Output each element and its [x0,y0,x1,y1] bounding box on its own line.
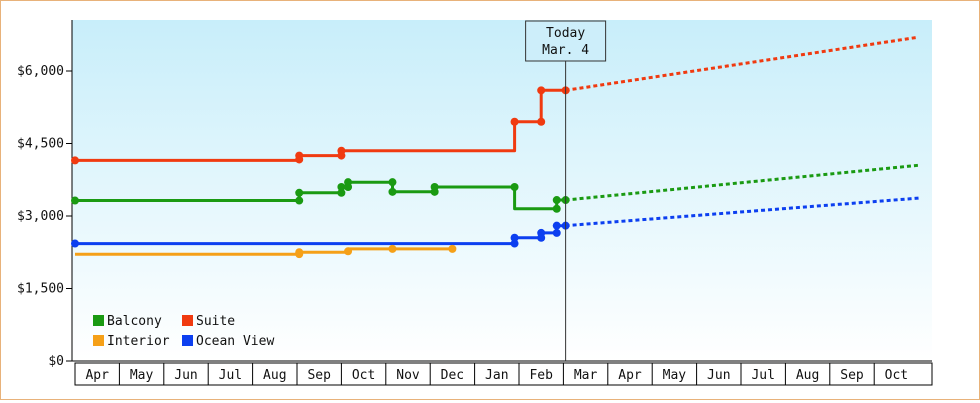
legend: Balcony Suite Interior Ocean View [93,314,274,349]
data-point[interactable] [430,183,439,191]
data-point[interactable] [295,248,304,257]
data-point[interactable] [510,117,519,126]
data-point[interactable] [337,183,346,191]
data-point[interactable] [344,178,353,187]
today-date: Mar. 4 [542,43,589,58]
x-tick-label: Jun [174,368,197,383]
data-point[interactable] [552,204,561,213]
y-tick-label: $1,500 [17,282,64,297]
x-tick-label: Nov [396,368,420,383]
legend-swatch [93,335,104,346]
x-tick-label: May [130,368,154,383]
x-tick-label: Apr [85,368,109,383]
data-point[interactable] [71,196,79,205]
data-point[interactable] [337,146,346,155]
y-tick-label: $0 [48,354,64,369]
x-tick-label: Oct [352,368,375,383]
x-tick-label: Jul [219,368,242,383]
x-tick-label: Jun [707,368,730,383]
forecast-line-balcony [565,163,919,202]
today-label-box [525,20,607,62]
x-tick-label: Aug [263,368,286,383]
x-tick-label: Mar [574,368,598,383]
legend-label: Suite [196,314,235,329]
y-tick-label: $4,500 [17,137,64,152]
data-point[interactable] [388,178,397,187]
series-ocean-view [71,196,919,248]
series-balcony [71,163,919,213]
x-tick-label: Jan [485,368,508,383]
y-tick-label: $6,000 [17,64,64,79]
x-axis: Apr May Jun Jul Aug Sep Oct Nov Dec Jan Feb Mar Apr M… [72,360,933,386]
data-point[interactable] [537,117,546,126]
series-layer [71,35,919,259]
series-line-balcony [75,180,566,211]
legend-swatch [182,335,193,346]
data-point[interactable] [510,183,519,191]
data-point[interactable] [388,244,397,253]
x-tick-label: Dec [441,368,464,383]
x-tick-label: Aug [796,368,819,383]
x-tick-label: May [663,368,687,383]
x-tick-label: Jul [751,368,774,383]
data-point[interactable] [295,151,304,160]
series-suite [71,35,919,165]
legend-item-balcony[interactable]: Balcony [93,314,162,329]
legend-swatch [93,315,104,326]
data-point[interactable] [388,187,397,196]
data-point[interactable] [448,244,457,253]
data-point[interactable] [552,221,561,230]
data-point[interactable] [295,188,304,197]
data-point[interactable] [552,196,561,205]
plot-background [72,20,932,361]
forecast-line-ocean-view [565,196,919,228]
x-tick-label: Feb [529,368,553,383]
today-label: Today [546,26,585,41]
x-tick-label: Apr [618,368,642,383]
legend-label: Ocean View [196,334,274,349]
data-point[interactable] [537,86,546,95]
data-point[interactable] [537,228,546,237]
legend-item-ocean-view[interactable]: Ocean View [182,334,274,349]
x-tick-label: Oct [885,368,908,383]
data-point[interactable] [71,239,79,248]
legend-item-interior[interactable]: Interior [93,334,170,349]
x-tick-label: Sep [840,368,864,383]
x-tick-label: Sep [307,368,331,383]
data-point[interactable] [71,156,79,165]
series-line-interior [75,247,453,256]
data-point[interactable] [510,239,519,248]
y-tick-label: $3,000 [17,209,64,224]
forecast-line-suite [565,35,919,92]
y-axis: $0 $1,500 $3,000 $4,500 $6,000 [17,20,73,369]
series-interior [75,244,457,259]
legend-label: Interior [107,334,170,349]
legend-item-suite[interactable]: Suite [182,314,235,329]
data-point[interactable] [552,228,561,237]
legend-label: Balcony [107,314,162,329]
month-strip [74,362,933,386]
data-point[interactable] [344,247,353,256]
data-point[interactable] [295,196,304,205]
legend-swatch [182,315,193,326]
data-point[interactable] [337,188,346,197]
today-marker: Today Mar. 4 [525,20,607,361]
data-point[interactable] [510,233,519,242]
